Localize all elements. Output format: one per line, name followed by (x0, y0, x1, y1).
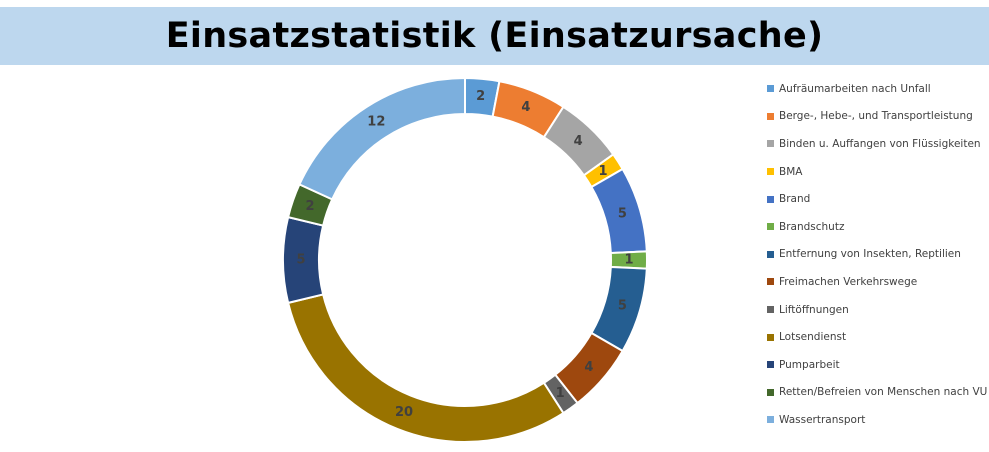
data-label: 5 (296, 253, 305, 268)
data-label: 5 (618, 206, 627, 221)
data-label: 4 (574, 134, 583, 149)
legend-item: Lotsendienst (767, 323, 989, 351)
legend-item: Aufräumarbeiten nach Unfall (767, 75, 989, 103)
donut-slice (298, 76, 466, 201)
legend-label: Entfernung von Insekten, Reptilien (779, 248, 961, 261)
legend-item: Pumparbeit (767, 351, 989, 379)
data-label: 5 (618, 299, 627, 314)
legend-item: Liftöffnungen (767, 296, 989, 324)
donut-slice (286, 293, 565, 443)
legend-label: Wassertransport (779, 413, 866, 426)
legend-swatch (767, 112, 774, 120)
legend-swatch (767, 388, 774, 396)
legend-label: Retten/Befreien von Menschen nach VU (779, 386, 988, 399)
legend-swatch (767, 168, 774, 176)
legend-item: Freimachen Verkehrswege (767, 268, 989, 296)
legend-label: Brandschutz (779, 220, 845, 233)
legend-label: Berge-, Hebe-, und Transportleistung (779, 110, 973, 123)
legend-item: Retten/Befreien von Menschen nach VU (767, 379, 989, 407)
legend-swatch (767, 140, 774, 148)
legend-item: Berge-, Hebe-, und Transportleistung (767, 103, 989, 131)
legend-swatch (767, 85, 774, 93)
legend-label: Aufräumarbeiten nach Unfall (779, 82, 931, 95)
legend-label: Lotsendienst (779, 331, 847, 344)
chart-title: Einsatzstatistik (Einsatzursache) (165, 16, 824, 56)
legend-item: Brand (767, 185, 989, 213)
legend-item: Wassertransport (767, 406, 989, 434)
legend-swatch (767, 250, 774, 258)
legend-label: BMA (779, 165, 803, 178)
chart-legend: Aufräumarbeiten nach Unfall Berge-, Hebe-… (767, 75, 989, 434)
data-label: 12 (367, 115, 385, 130)
legend-item: Brandschutz (767, 213, 989, 241)
data-label: 4 (584, 360, 593, 375)
data-label: 2 (305, 199, 314, 214)
legend-label: Freimachen Verkehrswege (779, 275, 918, 288)
legend-label: Brand (779, 193, 811, 206)
legend-swatch (767, 416, 774, 424)
data-label: 1 (598, 164, 607, 179)
data-label: 4 (521, 100, 530, 115)
data-label: 20 (395, 405, 413, 420)
legend-label: Pumparbeit (779, 358, 840, 371)
data-label: 1 (556, 386, 565, 401)
data-label: 2 (476, 89, 485, 104)
legend-item: Entfernung von Insekten, Reptilien (767, 241, 989, 269)
legend-swatch (767, 361, 774, 369)
legend-swatch (767, 278, 774, 286)
legend-swatch (767, 333, 774, 341)
legend-label: Binden u. Auffangen von Flüssigkeiten (779, 137, 981, 150)
legend-swatch (767, 306, 774, 314)
title-band: Einsatzstatistik (Einsatzursache) (0, 7, 989, 65)
legend-label: Liftöffnungen (779, 303, 849, 316)
legend-swatch (767, 223, 774, 231)
legend-item: BMA (767, 158, 989, 186)
legend-item: Binden u. Auffangen von Flüssigkeiten (767, 130, 989, 158)
data-label: 1 (624, 253, 633, 268)
legend-swatch (767, 195, 774, 203)
